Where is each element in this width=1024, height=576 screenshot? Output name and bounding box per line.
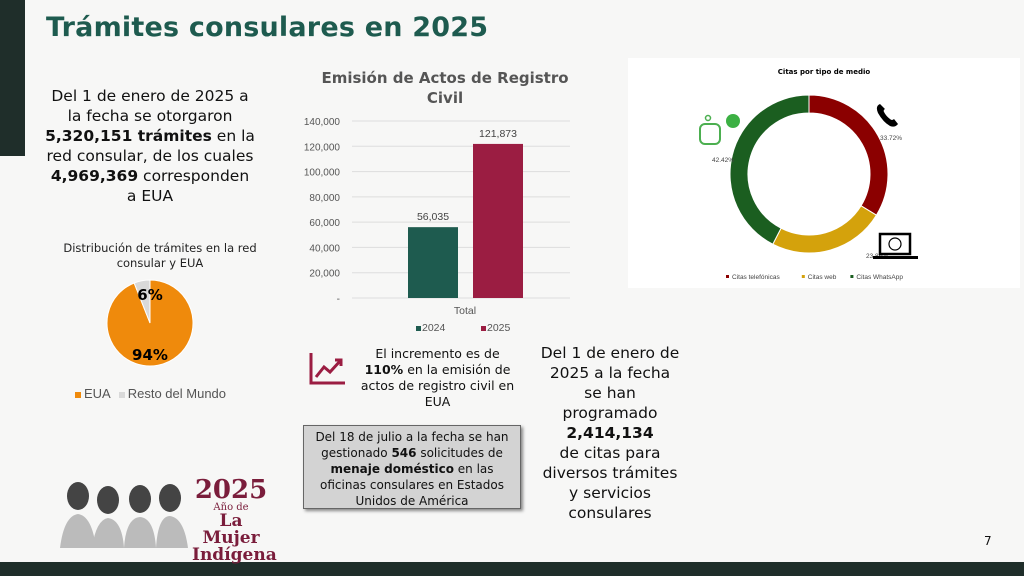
laptop-base [873,256,918,259]
citas-text: Del 1 de enero de 2025 a la fecha se han… [540,344,680,522]
legend-swatch [416,326,421,331]
pie-slice-resto-del-mundo [133,279,151,324]
y-tick-label: 80,000 [309,193,340,204]
bar-chart-title: Emisión de Actos de Registro Civil [321,69,569,107]
legend-label: 2024 [422,322,446,334]
legend-label: Citas telefónicas [732,274,780,281]
y-tick-label: 100,000 [304,168,341,179]
bar-2025 [473,143,523,298]
citas-donut-chart: Citas por tipo de medio33.72%23.86%42.42… [699,68,918,281]
bar-value-label: 121,873 [479,128,517,140]
laptop-globe-icon [873,232,918,259]
page-number: 7 [984,534,992,548]
donut-title: Citas por tipo de medio [778,68,871,76]
y-tick-label: 40,000 [309,243,340,254]
bot-head [699,123,721,145]
footer-bar [0,562,1024,576]
trend-up-icon [309,353,345,385]
pie-legend: EUA Resto del Mundo [75,386,234,401]
phone-icon [876,104,898,127]
chatbot-icon [699,114,721,145]
legend-item: EUA [75,386,111,401]
summary-text: Del 1 de enero de 2025 a la fecha se oto… [45,87,255,205]
laptop-screen [878,232,912,256]
logo-ano-mujer-indigena: 2025 Año de La Mujer Indígena [192,475,277,565]
increment-note: El incremento es de 110% en la emisión d… [360,346,515,409]
donut-segment [772,205,878,254]
page-title: Trámites consulares en 2025 [46,12,489,43]
legend-label: 2025 [487,322,511,334]
whatsapp-circle [726,114,740,128]
pie-label-eua: 94% [132,346,168,364]
legend-swatch [801,275,805,278]
phone-shape [876,104,898,127]
globe [888,237,902,251]
x-category-label: Total [454,305,476,317]
registro-civil-bar-chart: - 20,000 40,000 60,000 80,000 100,000 120,000 1… [304,117,570,334]
y-tick-label: 140,000 [304,117,341,128]
donut-label: 33.72% [880,135,902,142]
indigenous-women-illustration [60,482,188,548]
y-tick-label: 120,000 [304,142,341,153]
legend-swatch [850,275,854,278]
bot-antenna [704,114,712,122]
y-tick-label: 60,000 [309,218,340,229]
legend-item: Resto del Mundo [118,386,226,401]
y-tick-label: - [337,294,340,305]
legend-swatch [481,326,486,331]
donut-segment [808,94,889,216]
donut-segment [729,94,810,245]
legend-label: Citas WhatsApp [856,274,903,281]
bar-value-label: 56,035 [417,211,449,223]
bar-2024 [408,227,458,298]
citas-donut-card: Citas por tipo de medio33.72%23.86%42.42… [628,58,1020,288]
pie-label-resto: 6% [137,286,162,304]
decorative-sidebar [0,0,25,156]
distribution-pie-chart: 94% 6% [106,279,194,367]
donut-label: 42.42% [712,157,734,164]
whatsapp-icon [726,114,740,128]
menaje-callout: Del 18 de julio a la fecha se han gestio… [303,425,521,509]
legend-label: Citas web [808,274,837,281]
pie-title: Distribución de trámites en la red consu… [63,241,257,270]
y-tick-label: 20,000 [309,269,340,280]
legend-swatch [726,275,729,278]
